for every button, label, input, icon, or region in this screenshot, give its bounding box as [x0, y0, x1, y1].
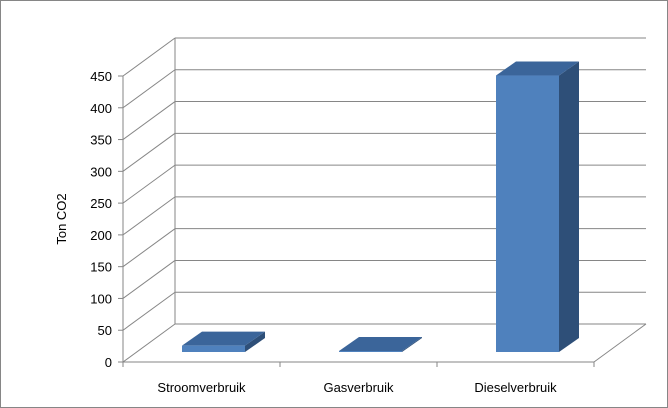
left-wall-gridline [122, 291, 176, 331]
y-tick-label: 250 [90, 196, 112, 211]
y-tick-label: 100 [90, 291, 112, 306]
bar-top [496, 61, 579, 76]
bar-top [339, 337, 422, 351]
y-tick-label: 0 [105, 355, 112, 370]
bar-side [559, 61, 579, 353]
left-wall-gridline [122, 260, 176, 299]
left-wall-gridline [122, 132, 176, 172]
bar-side [402, 337, 422, 352]
x-tick-label: Gasverbruik [323, 380, 394, 395]
y-tick-label: 150 [90, 260, 112, 275]
left-wall-gridline [122, 164, 176, 204]
left-wall-gridline [122, 37, 176, 77]
x-tick-label: Dieselverbruik [474, 380, 557, 395]
y-tick-label: 50 [98, 323, 112, 338]
y-tick-label: 400 [90, 101, 112, 116]
y-tick-label: 350 [90, 133, 112, 148]
y-tick-label: 200 [90, 228, 112, 243]
y-axis-title: Ton CO2 [54, 193, 69, 244]
y-tick-label: 300 [90, 164, 112, 179]
left-wall-gridline [122, 323, 176, 363]
left-wall-gridline [122, 69, 176, 109]
x-tick-label: Stroomverbruik [157, 380, 246, 395]
left-wall-gridline [122, 228, 176, 268]
bar [496, 75, 559, 353]
left-wall-gridline [122, 196, 176, 236]
bar-side [245, 331, 265, 352]
bar [182, 345, 245, 352]
floor-edge [593, 323, 647, 363]
y-tick-label: 450 [90, 69, 112, 84]
bar [339, 351, 402, 352]
bar-top [182, 331, 265, 346]
left-wall-gridline [122, 101, 176, 140]
